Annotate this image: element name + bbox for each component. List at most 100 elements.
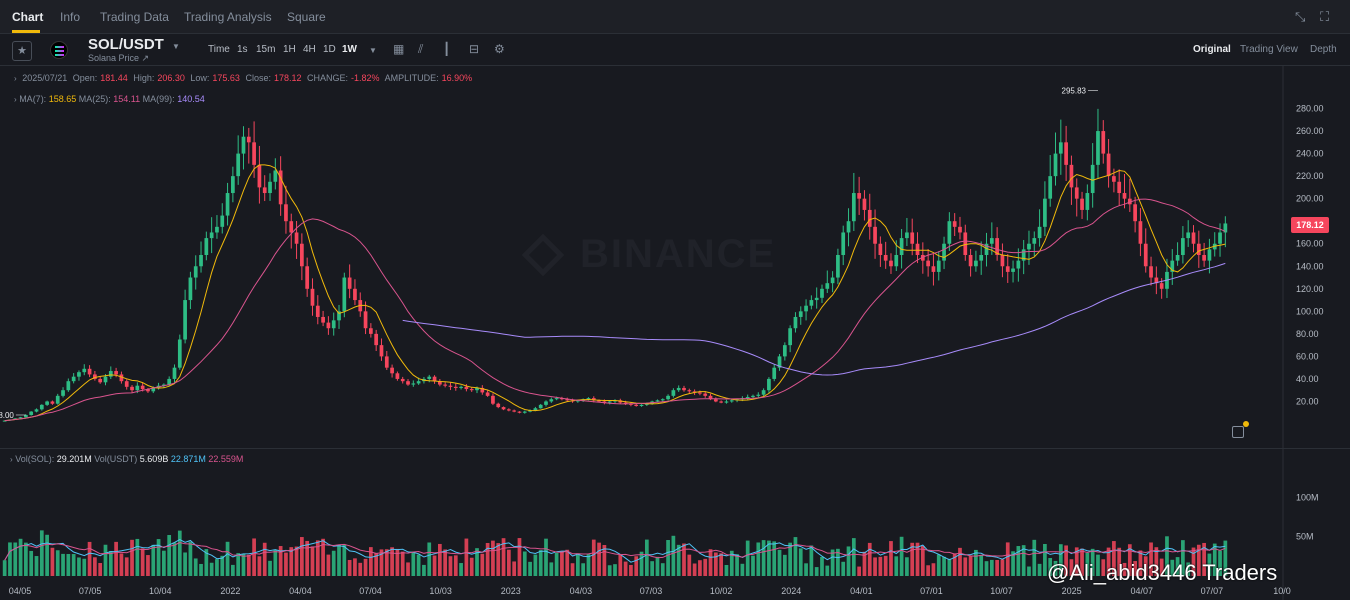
candle-body	[87, 368, 92, 375]
price-chart[interactable]: 280.00260.00240.00220.00200.00180.00160.…	[0, 66, 1350, 600]
price-tick-label: 140.00	[1296, 261, 1324, 271]
candle-body	[406, 381, 410, 385]
interval-4h[interactable]: 4H	[303, 44, 316, 55]
volume-bar	[549, 562, 554, 576]
candle-body	[591, 398, 596, 401]
pair-subtitle-link[interactable]: Solana Price ↗	[88, 53, 150, 63]
candle-body	[1043, 198, 1047, 227]
volume-bar	[236, 553, 241, 576]
time-tick-label: 2023	[501, 586, 521, 596]
interval-1w[interactable]: 1W	[342, 44, 357, 55]
volume-bar	[262, 542, 267, 576]
volume-bar	[538, 550, 543, 576]
volume-bar	[50, 547, 55, 576]
candle-body	[1143, 243, 1148, 267]
volume-bar	[1127, 544, 1132, 576]
ohlc-date: 2025/07/21	[22, 73, 68, 83]
volume-bar	[522, 551, 527, 576]
volume-bar	[443, 549, 448, 576]
volume-bar	[257, 556, 262, 576]
volume-bar	[968, 555, 973, 576]
candle-body	[252, 142, 256, 165]
candle-body	[549, 399, 554, 402]
candle-body	[804, 305, 808, 312]
volume-bar	[1106, 547, 1111, 576]
pair-symbol[interactable]: SOL/USDT	[88, 36, 164, 53]
annotation-label: 295.83	[1062, 87, 1087, 96]
current-price-tag: 178.12	[1291, 217, 1329, 233]
tab-trading-analysis[interactable]: Trading Analysis	[184, 10, 272, 24]
pane-divider[interactable]	[0, 448, 1350, 449]
view-depth[interactable]: Depth	[1310, 44, 1337, 55]
candle-body	[193, 266, 198, 278]
volume-bar	[613, 564, 617, 576]
volume-bar	[369, 547, 373, 576]
chart-tools-icon[interactable]	[1232, 426, 1244, 438]
candle-body	[836, 255, 840, 278]
volume-bar	[347, 559, 352, 576]
tab-square[interactable]: Square	[287, 10, 326, 24]
favorite-star-icon[interactable]: ★	[12, 41, 32, 61]
tab-trading-data[interactable]: Trading Data	[100, 10, 169, 24]
collapse-info-icon[interactable]: ›	[14, 74, 17, 83]
settings-gear-icon[interactable]: ⚙	[494, 42, 505, 56]
volume-tick-label: 50M	[1296, 532, 1314, 542]
candle-body	[676, 387, 681, 391]
volume-bar	[989, 559, 994, 576]
fullscreen-icon[interactable]: ⛶	[1320, 9, 1330, 24]
candle-body	[883, 255, 888, 261]
candle-body	[416, 381, 421, 384]
volume-bar	[1074, 547, 1079, 576]
volume-bar	[18, 538, 23, 576]
interval-time[interactable]: Time	[208, 44, 230, 55]
collapse-vol-icon[interactable]: ›	[10, 455, 13, 464]
candle-body	[655, 400, 660, 402]
view-trading-view[interactable]: Trading View	[1240, 44, 1298, 55]
volume-bar	[1085, 552, 1090, 576]
volume-bar	[772, 541, 777, 576]
volume-bar	[942, 556, 946, 576]
interval-15m[interactable]: 15m	[256, 44, 276, 55]
tab-info[interactable]: Info	[60, 10, 81, 24]
top-nav: Chart Info Trading Data Trading Analysis…	[0, 0, 1350, 34]
candle-type-icon[interactable]: ┃	[443, 42, 451, 56]
calendar-icon[interactable]: ▦	[393, 42, 405, 56]
interval-more-icon[interactable]: ▼	[369, 46, 377, 55]
candle-body	[1186, 232, 1191, 239]
volume-bar	[459, 563, 463, 576]
candle-body	[862, 198, 867, 210]
volume-bar	[729, 550, 734, 576]
candle-body	[1202, 255, 1206, 261]
layout-icon[interactable]: ⊟	[469, 42, 480, 56]
volume-bar	[252, 538, 256, 576]
price-tick-label: 80.00	[1296, 329, 1319, 339]
volume-bar	[1021, 545, 1026, 576]
candle-body	[745, 396, 750, 399]
interval-1s[interactable]: 1s	[237, 44, 248, 55]
pair-dropdown-icon[interactable]: ▼	[172, 42, 180, 51]
candle-body	[522, 411, 527, 413]
collapse-ma-icon[interactable]: ›	[14, 95, 17, 104]
interval-1h[interactable]: 1H	[283, 44, 296, 55]
solana-logo-icon	[50, 41, 68, 59]
interval-1d[interactable]: 1D	[323, 44, 336, 55]
volume-bar	[1212, 543, 1217, 576]
time-tick-label: 07/01	[920, 586, 943, 596]
volume-bar	[66, 553, 71, 576]
view-original[interactable]: Original	[1193, 44, 1231, 55]
volume-bar	[974, 549, 978, 576]
candle-body	[533, 408, 538, 411]
volume-bar	[740, 563, 745, 576]
volume-bar	[45, 534, 49, 576]
price-tick-label: 240.00	[1296, 149, 1324, 159]
indicator-icon[interactable]: ⫽	[418, 42, 424, 56]
volume-bar	[422, 564, 426, 576]
candle-body	[459, 386, 463, 388]
collapse-icon[interactable]: ⤡	[1295, 9, 1306, 24]
tab-chart[interactable]: Chart	[12, 10, 44, 24]
ma-info: › MA(7): 158.65 MA(25): 154.11 MA(99): 1…	[14, 94, 205, 104]
volume-bar	[660, 563, 665, 576]
volume-bar	[2, 560, 7, 576]
volume-bar	[591, 539, 596, 576]
volume-bar	[947, 558, 952, 576]
